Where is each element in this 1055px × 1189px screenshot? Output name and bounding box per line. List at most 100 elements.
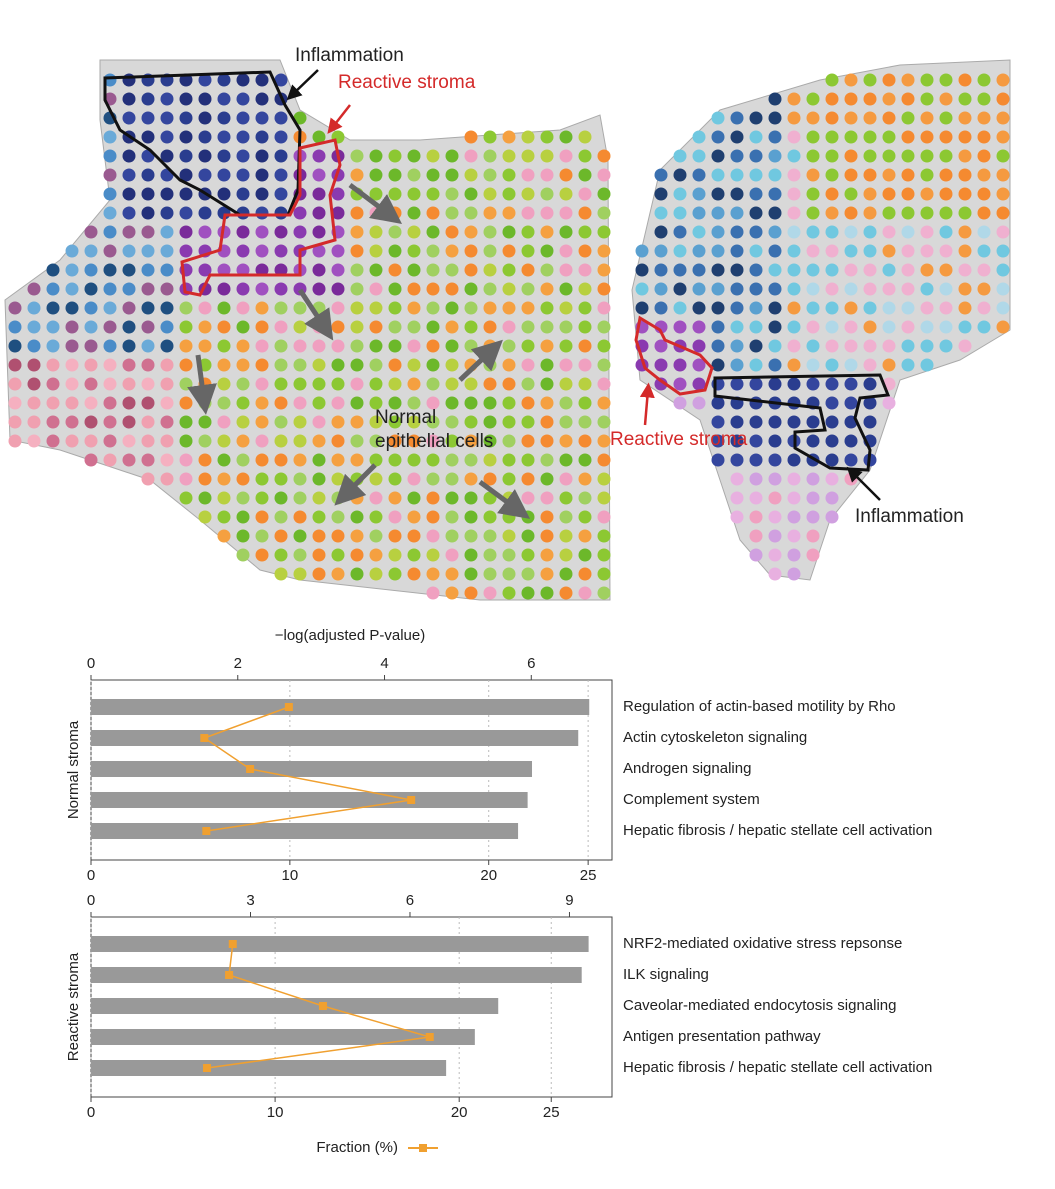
spot (179, 358, 193, 372)
arrow (846, 466, 881, 501)
spot (483, 453, 497, 467)
spot (103, 225, 117, 239)
spot (141, 187, 155, 201)
x-tick-label: 20 (451, 1104, 468, 1121)
spot (806, 377, 820, 391)
spot (521, 567, 535, 581)
spot (407, 149, 421, 163)
spot (388, 244, 402, 258)
spot (654, 301, 668, 315)
spot (768, 529, 782, 543)
category-label: Antigen presentation pathway (623, 1028, 821, 1045)
spot (711, 377, 725, 391)
y-axis-label: Reactive stroma (65, 952, 82, 1061)
spot (578, 377, 592, 391)
spot (483, 282, 497, 296)
spot (388, 168, 402, 182)
spot (996, 168, 1010, 182)
spot (65, 377, 79, 391)
spot (369, 339, 383, 353)
spot (274, 149, 288, 163)
spot (179, 453, 193, 467)
spot (312, 225, 326, 239)
spot (160, 130, 174, 144)
arrow (478, 479, 531, 519)
spot (8, 434, 22, 448)
spot (65, 282, 79, 296)
spot (483, 510, 497, 524)
spot (787, 92, 801, 106)
spot (673, 225, 687, 239)
spot (293, 548, 307, 562)
spot (274, 282, 288, 296)
spot (806, 472, 820, 486)
spot (369, 453, 383, 467)
x2-tick-label: 6 (406, 892, 414, 909)
spot (464, 415, 478, 429)
spot (388, 301, 402, 315)
spot (255, 130, 269, 144)
spot (540, 472, 554, 486)
x2-axis-label: −log(adjusted P-value) (275, 627, 426, 644)
spot (559, 130, 573, 144)
spot (388, 358, 402, 372)
spot (958, 339, 972, 353)
spot (578, 301, 592, 315)
spot (160, 453, 174, 467)
spot (597, 377, 611, 391)
spot (920, 92, 934, 106)
spot (578, 320, 592, 334)
spot (977, 92, 991, 106)
spot (179, 168, 193, 182)
spot (236, 282, 250, 296)
spot (445, 149, 459, 163)
spot (863, 263, 877, 277)
spot (540, 187, 554, 201)
spot (768, 111, 782, 125)
spot (692, 263, 706, 277)
spot (445, 567, 459, 581)
spot (84, 415, 98, 429)
spot (122, 415, 136, 429)
spot (977, 301, 991, 315)
spot (369, 244, 383, 258)
spot (958, 282, 972, 296)
legend-label: Fraction (%) (316, 1139, 398, 1156)
spot (179, 377, 193, 391)
spot (578, 187, 592, 201)
spot (407, 434, 421, 448)
spot (84, 377, 98, 391)
spot (122, 73, 136, 87)
spot (502, 396, 516, 410)
spot (217, 301, 231, 315)
spot (407, 377, 421, 391)
spot (787, 510, 801, 524)
spot (312, 244, 326, 258)
spot (502, 225, 516, 239)
spot (806, 206, 820, 220)
spot (863, 396, 877, 410)
bar (91, 998, 499, 1014)
spot (122, 453, 136, 467)
spot (749, 358, 763, 372)
spot (578, 529, 592, 543)
spot (787, 453, 801, 467)
spot (426, 339, 440, 353)
spot (977, 187, 991, 201)
spot (806, 548, 820, 562)
spot (540, 225, 554, 239)
spot (692, 339, 706, 353)
spot (806, 187, 820, 201)
spot (350, 225, 364, 239)
x2-tick-label: 6 (527, 655, 535, 672)
spot (445, 472, 459, 486)
x2-tick-label: 4 (380, 655, 388, 672)
spot (179, 491, 193, 505)
spot (350, 149, 364, 163)
spot (920, 282, 934, 296)
spot (825, 491, 839, 505)
spot (502, 586, 516, 600)
arrow (187, 354, 217, 415)
spot (711, 149, 725, 163)
spot (350, 396, 364, 410)
